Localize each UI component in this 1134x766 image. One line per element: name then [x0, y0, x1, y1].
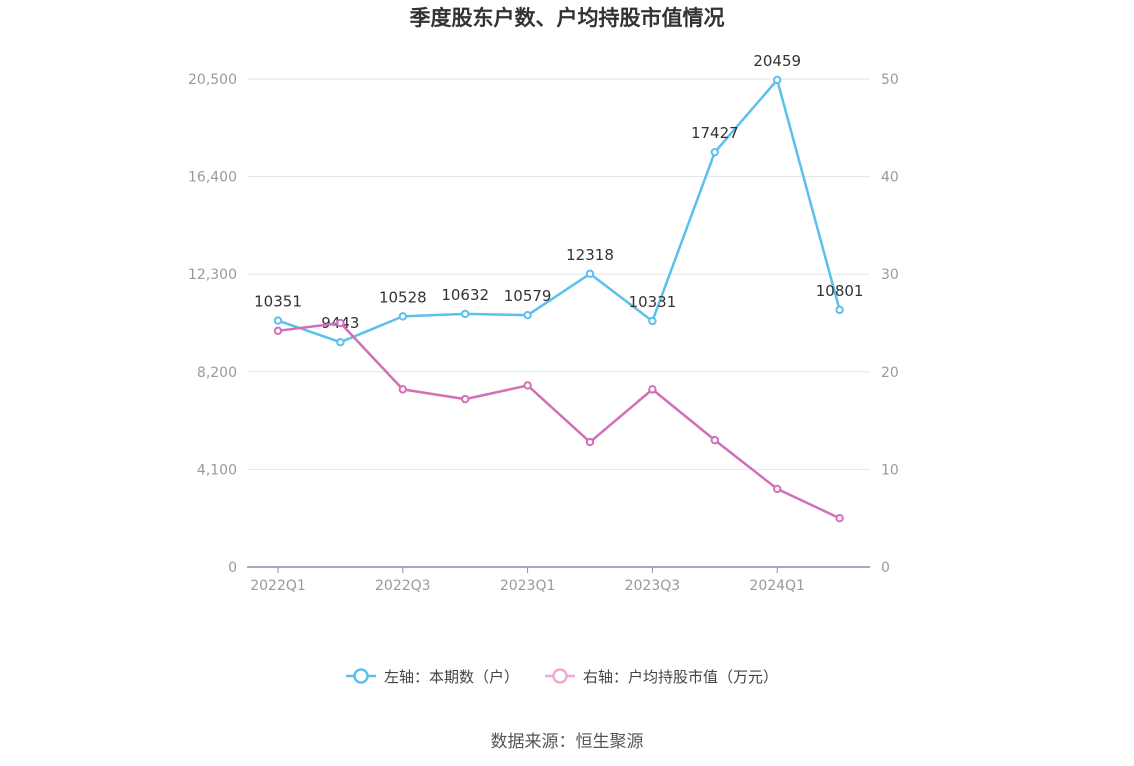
data-point: [273, 326, 283, 336]
data-label: 10579: [504, 287, 552, 305]
data-point: [523, 381, 532, 390]
legend-marker-icon: [552, 668, 568, 684]
right-tick-label: 30: [881, 267, 899, 283]
legend-item-holders[interactable]: 左轴：本期数（户）: [346, 668, 519, 686]
data-label: 20459: [753, 52, 801, 70]
x-tick-label: 2022Q3: [375, 578, 431, 594]
grid: [247, 78, 870, 568]
legend[interactable]: 左轴：本期数（户） 右轴：户均持股市值（万元）: [346, 668, 778, 686]
data-point: [585, 269, 595, 278]
data-point: [773, 484, 782, 494]
data-point: [461, 309, 470, 319]
data-label: 17427: [691, 124, 739, 142]
series-line-market-value: [277, 321, 841, 520]
left-tick-label: 0: [228, 560, 237, 576]
right-tick-label: 40: [881, 170, 899, 186]
data-point: [398, 312, 407, 321]
x-tick-label: 2023Q1: [500, 578, 556, 594]
data-point: [835, 514, 844, 523]
left-tick-label: 8,200: [197, 365, 237, 381]
chart-title: 季度股东户数、户均持股市值情况: [410, 6, 725, 30]
data-point: [523, 310, 532, 320]
left-tick-label: 16,400: [188, 170, 237, 186]
data-label: 10331: [629, 293, 677, 311]
data-label: 10801: [816, 282, 864, 300]
data-point: [835, 305, 844, 315]
x-tick-label: 2023Q3: [625, 578, 681, 594]
legend-label: 左轴：本期数（户）: [384, 668, 519, 686]
right-axis: 0 10 20 30 40 50: [881, 72, 899, 576]
left-tick-label: 4,100: [197, 462, 237, 478]
data-point: [648, 385, 657, 394]
data-label: 12318: [566, 246, 614, 264]
legend-label: 右轴：户均持股市值（万元）: [583, 668, 778, 686]
data-label: 10351: [254, 293, 302, 311]
left-tick-label: 20,500: [188, 72, 237, 88]
x-tick-label: 2022Q1: [250, 578, 306, 594]
right-tick-label: 0: [881, 560, 890, 576]
legend-item-market-value[interactable]: 右轴：户均持股市值（万元）: [545, 668, 778, 686]
data-point: [461, 394, 470, 404]
left-tick-label: 12,300: [188, 267, 237, 283]
data-source: 数据来源：恒生聚源: [491, 732, 644, 752]
series-line-holders: [277, 78, 841, 344]
data-label: 10632: [441, 286, 489, 304]
plot-area: 1035194431052810632105791231810331174272…: [254, 52, 864, 523]
data-point: [273, 316, 283, 325]
left-axis: 0 4,100 8,200 12,300 16,400 20,500: [188, 72, 237, 576]
data-point: [585, 437, 595, 447]
right-tick-label: 50: [881, 72, 899, 88]
data-point: [398, 385, 407, 394]
data-point: [648, 316, 657, 326]
data-label: 10528: [379, 288, 427, 306]
legend-marker-icon: [353, 668, 369, 684]
x-tick-label: 2024Q1: [749, 578, 805, 594]
data-point: [710, 435, 719, 445]
right-tick-label: 10: [881, 462, 899, 478]
x-axis: 2022Q1 2022Q3 2023Q1 2023Q3 2024Q1: [250, 567, 805, 594]
right-tick-label: 20: [881, 365, 899, 381]
data-point: [336, 338, 345, 347]
data-point: [773, 75, 782, 85]
data-point: [336, 318, 345, 328]
data-point: [710, 147, 719, 157]
